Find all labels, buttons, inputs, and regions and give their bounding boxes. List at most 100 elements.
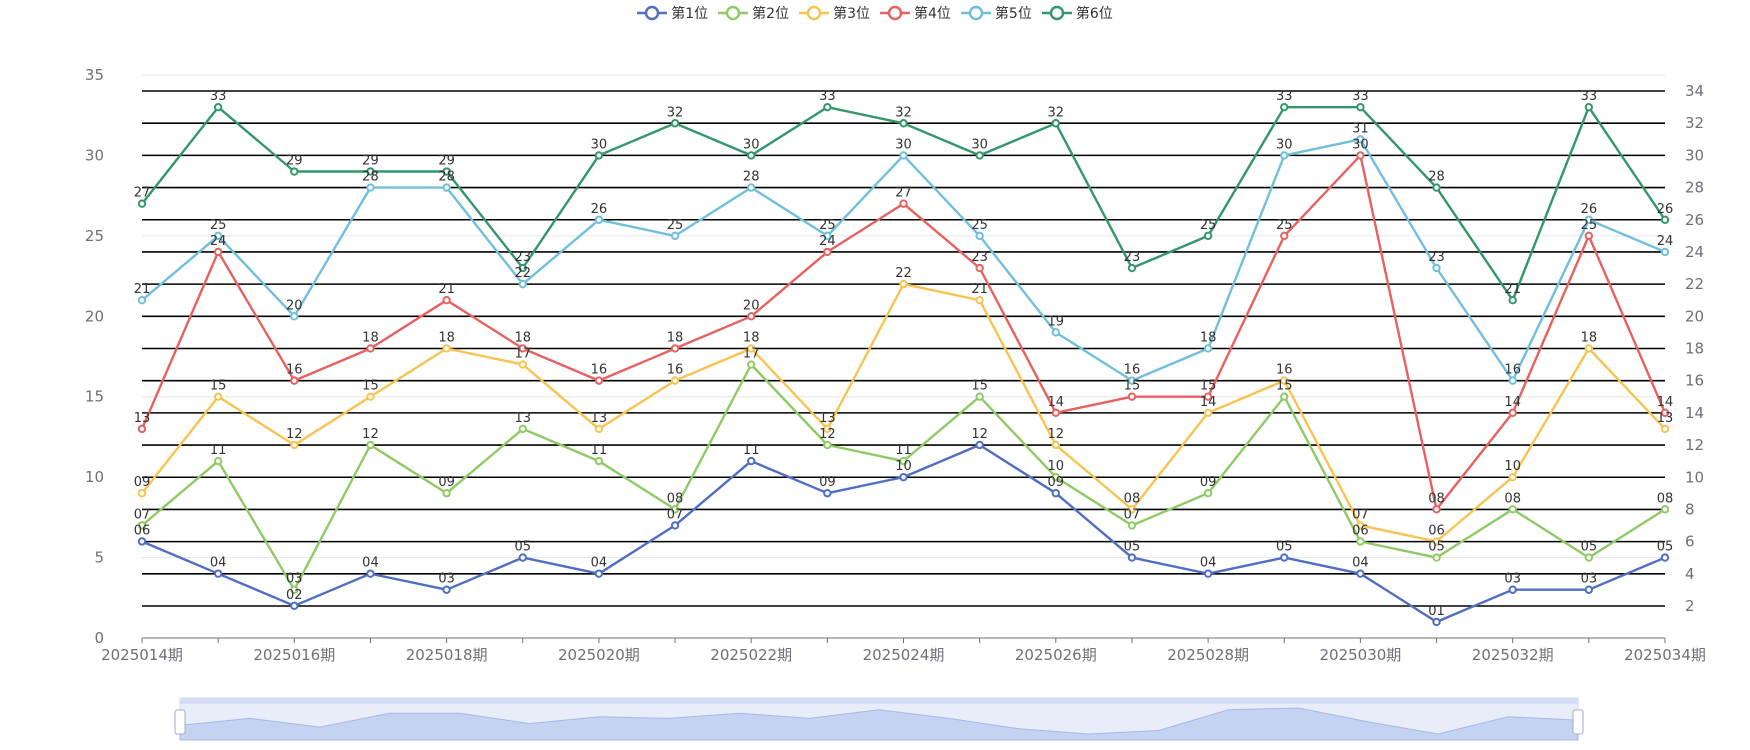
- data-point[interactable]: [670, 231, 680, 241]
- legend-item-4[interactable]: 第4位: [880, 3, 951, 23]
- data-point[interactable]: [1432, 263, 1441, 273]
- data-point[interactable]: [518, 553, 527, 562]
- data-point[interactable]: [366, 569, 375, 578]
- data-point[interactable]: [518, 344, 527, 353]
- data-point[interactable]: [518, 279, 527, 289]
- data-point[interactable]: [1127, 376, 1137, 385]
- data-point[interactable]: [213, 247, 223, 257]
- data-point[interactable]: [1508, 408, 1517, 417]
- data-point[interactable]: [1584, 585, 1594, 594]
- data-point[interactable]: [594, 376, 604, 385]
- data-point[interactable]: [899, 199, 908, 208]
- data-point[interactable]: [518, 263, 527, 273]
- data-point[interactable]: [442, 489, 451, 498]
- data-point[interactable]: [137, 424, 147, 434]
- data-point[interactable]: [290, 601, 299, 611]
- data-point[interactable]: [975, 392, 984, 401]
- data-point[interactable]: [899, 279, 908, 289]
- data-point[interactable]: [1051, 472, 1061, 482]
- data-point[interactable]: [899, 119, 908, 128]
- data-point[interactable]: [290, 440, 299, 450]
- data-point[interactable]: [1432, 505, 1441, 514]
- data-point[interactable]: [823, 440, 832, 450]
- data-point[interactable]: [670, 376, 680, 385]
- data-point[interactable]: [1203, 344, 1213, 353]
- data-point[interactable]: [747, 456, 756, 466]
- data-point[interactable]: [442, 344, 451, 353]
- data-point[interactable]: [823, 424, 832, 434]
- data-point[interactable]: [1203, 569, 1213, 578]
- data-point[interactable]: [1280, 376, 1289, 385]
- data-point[interactable]: [1127, 263, 1137, 273]
- data-point[interactable]: [1584, 231, 1594, 241]
- data-point[interactable]: [1280, 553, 1289, 562]
- data-point[interactable]: [1280, 392, 1289, 401]
- data-point[interactable]: [1660, 247, 1670, 257]
- data-point[interactable]: [594, 424, 604, 434]
- data-point[interactable]: [1203, 489, 1213, 498]
- data-point[interactable]: [1508, 296, 1517, 305]
- legend-item-6[interactable]: 第6位: [1041, 3, 1113, 23]
- data-point[interactable]: [670, 521, 680, 530]
- data-point[interactable]: [1356, 102, 1365, 112]
- data-point[interactable]: [899, 472, 908, 482]
- data-point[interactable]: [1432, 617, 1441, 627]
- data-point[interactable]: [1356, 521, 1365, 530]
- data-point[interactable]: [1127, 553, 1137, 562]
- data-point[interactable]: [442, 585, 451, 594]
- data-point[interactable]: [823, 247, 832, 257]
- data-point[interactable]: [442, 183, 451, 192]
- data-point[interactable]: [213, 392, 223, 401]
- legend-item-3[interactable]: 第3位: [799, 3, 870, 23]
- data-point[interactable]: [366, 440, 375, 450]
- data-point[interactable]: [137, 199, 147, 208]
- data-point[interactable]: [1660, 505, 1670, 514]
- data-point[interactable]: [1356, 135, 1365, 144]
- data-point[interactable]: [1051, 440, 1061, 450]
- data-point[interactable]: [670, 344, 680, 353]
- data-point[interactable]: [1051, 408, 1061, 417]
- data-point[interactable]: [747, 360, 756, 369]
- data-point[interactable]: [670, 119, 680, 128]
- datazoom-left-handle[interactable]: [174, 709, 186, 735]
- data-point[interactable]: [442, 296, 451, 305]
- data-point[interactable]: [1584, 553, 1594, 562]
- data-point[interactable]: [290, 585, 299, 594]
- data-point[interactable]: [1280, 231, 1289, 241]
- data-point[interactable]: [1203, 392, 1213, 401]
- data-point[interactable]: [1508, 376, 1517, 385]
- data-point[interactable]: [823, 102, 832, 112]
- data-point[interactable]: [747, 151, 756, 160]
- data-point[interactable]: [1203, 231, 1213, 241]
- data-point[interactable]: [975, 231, 984, 241]
- data-point[interactable]: [1432, 537, 1441, 546]
- data-point[interactable]: [1051, 328, 1061, 337]
- data-point[interactable]: [1584, 102, 1594, 112]
- datazoom-slider[interactable]: [174, 697, 1584, 741]
- data-point[interactable]: [213, 231, 223, 241]
- data-point[interactable]: [1127, 505, 1137, 514]
- series-lines[interactable]: [137, 102, 1670, 627]
- datazoom-right-handle[interactable]: [1572, 709, 1584, 735]
- data-point[interactable]: [747, 183, 756, 192]
- data-point[interactable]: [366, 183, 375, 192]
- data-point[interactable]: [442, 167, 451, 176]
- data-point[interactable]: [899, 456, 908, 466]
- data-point[interactable]: [594, 456, 604, 466]
- data-point[interactable]: [747, 344, 756, 353]
- data-point[interactable]: [899, 151, 908, 160]
- data-point[interactable]: [975, 296, 984, 305]
- data-point[interactable]: [290, 376, 299, 385]
- data-point[interactable]: [290, 312, 299, 321]
- data-point[interactable]: [137, 537, 147, 546]
- data-point[interactable]: [1508, 472, 1517, 482]
- data-point[interactable]: [1127, 521, 1137, 530]
- data-point[interactable]: [1660, 408, 1670, 417]
- legend-item-1[interactable]: 第1位: [637, 3, 708, 23]
- data-point[interactable]: [1660, 424, 1670, 434]
- data-point[interactable]: [518, 360, 527, 369]
- data-point[interactable]: [1051, 489, 1061, 498]
- data-point[interactable]: [670, 505, 680, 514]
- data-point[interactable]: [1127, 392, 1137, 401]
- datazoom-move-handle[interactable]: [180, 698, 1578, 704]
